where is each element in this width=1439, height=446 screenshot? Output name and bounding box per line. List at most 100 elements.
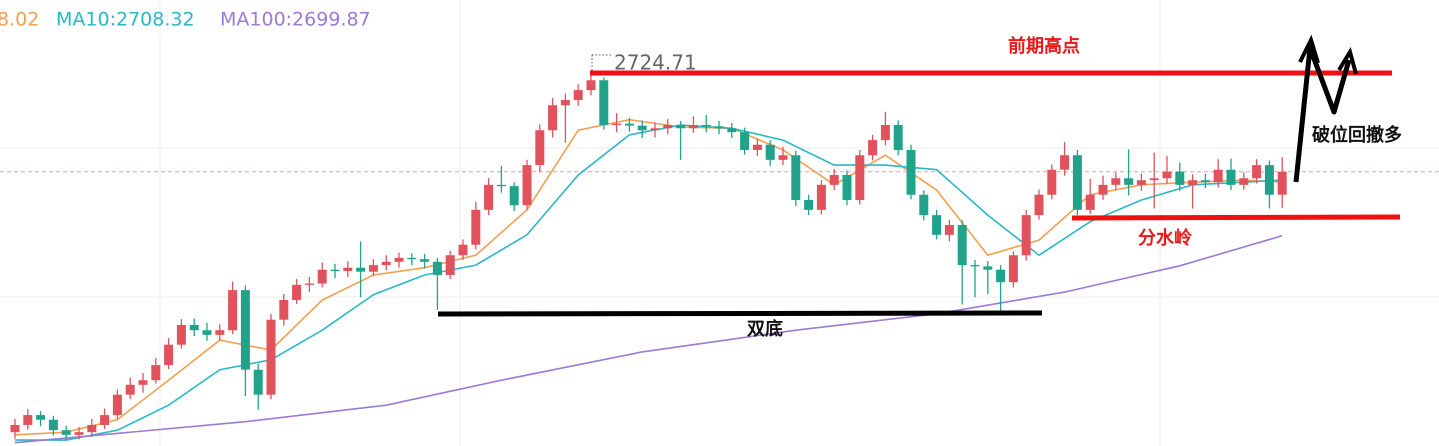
ma-line	[15, 124, 1283, 441]
annotation: 分水岭	[1138, 227, 1192, 249]
candle-body	[36, 415, 46, 420]
candle-body	[1213, 169, 1223, 183]
annotation: 破位回撤多	[1312, 124, 1402, 146]
candle-body	[100, 415, 110, 425]
candle-body	[1226, 169, 1236, 185]
legend-entry: MA100:2699.87	[220, 9, 371, 31]
candle-body	[996, 269, 1006, 283]
support-line	[1071, 214, 1401, 221]
arrow-head	[1337, 47, 1358, 75]
candle-body	[1047, 169, 1057, 195]
candle-body	[829, 174, 839, 185]
candle-body	[893, 124, 903, 150]
candle-body	[304, 283, 314, 285]
candle-body	[48, 419, 58, 431]
candle-body	[868, 140, 878, 156]
double-bottom-line	[437, 310, 1043, 317]
candle-body	[522, 165, 532, 206]
candle-body	[420, 259, 430, 262]
candle-body	[1200, 180, 1210, 183]
ma-line	[14, 234, 1283, 444]
candle-body	[535, 130, 545, 166]
candle-body	[10, 424, 20, 433]
ma-lines	[14, 118, 1283, 444]
candle-body	[292, 284, 302, 300]
candle-body	[484, 184, 494, 210]
arrow-head	[1298, 34, 1320, 64]
candle-body	[1175, 171, 1185, 185]
ma-line	[14, 118, 1283, 436]
candle-body	[240, 290, 250, 370]
candle-body	[919, 194, 929, 216]
candle-body	[650, 128, 660, 131]
candle-body	[266, 319, 276, 395]
candle-body	[279, 299, 289, 320]
candle-body	[112, 394, 122, 416]
candle-body	[164, 344, 174, 366]
candle-body	[1149, 178, 1159, 181]
candle-body	[957, 224, 967, 266]
candle-body	[1136, 180, 1146, 185]
candle-body	[688, 124, 698, 129]
candle-body	[381, 261, 391, 266]
candle-body	[1098, 184, 1108, 195]
candle-body	[176, 324, 186, 345]
candle-body	[791, 155, 801, 200]
candle-body	[1252, 165, 1262, 179]
legend-entry: 8.02	[0, 9, 39, 31]
candle-body	[496, 184, 506, 187]
candles	[10, 72, 1287, 441]
candle-body	[765, 144, 775, 160]
candle-body	[1034, 194, 1044, 216]
candle-body	[1188, 180, 1198, 185]
candle-body	[1021, 215, 1031, 256]
candle-body	[87, 424, 97, 433]
candle-body	[228, 290, 238, 331]
candle-body	[317, 269, 327, 284]
candle-body	[676, 124, 686, 129]
candle-body	[573, 90, 583, 100]
candle-body	[125, 384, 135, 395]
candle-body	[1162, 171, 1172, 179]
candle-body	[1277, 171, 1287, 195]
candle-body	[356, 267, 366, 272]
annotation: 双底	[747, 318, 783, 340]
candle-body	[330, 269, 340, 272]
candle-body	[970, 265, 980, 267]
candle-body	[253, 369, 263, 395]
legend: 8.02 MA10:2708.32 MA100:2699.87	[0, 9, 371, 31]
candle-body	[663, 124, 673, 129]
candle-body	[612, 123, 622, 125]
candle-body	[138, 380, 148, 385]
candle-body	[432, 261, 442, 275]
candle-body	[1072, 155, 1082, 210]
candle-body	[624, 123, 634, 126]
candle-body	[343, 267, 353, 272]
candle-body	[586, 80, 596, 91]
candle-body	[1085, 194, 1095, 210]
candle-body	[560, 99, 570, 106]
candle-body	[599, 80, 609, 125]
candle-body	[1124, 178, 1134, 185]
candle-body	[701, 124, 711, 127]
candle-body	[932, 215, 942, 235]
candle-body	[906, 149, 916, 195]
candle-body	[189, 324, 199, 331]
candle-body	[151, 365, 161, 381]
annotation: 前期高点	[1008, 35, 1080, 57]
candle-body	[804, 199, 814, 210]
candle-body	[944, 224, 954, 235]
candle-body	[509, 186, 519, 206]
candle-body	[983, 266, 993, 270]
candle-body	[752, 144, 762, 150]
candle-body	[1008, 255, 1018, 283]
candle-body	[714, 126, 724, 129]
candle-body	[61, 430, 71, 435]
candle-body	[778, 155, 788, 160]
candle-body	[637, 125, 647, 131]
candle-body	[368, 265, 378, 272]
candle-body	[458, 244, 468, 256]
candle-body	[394, 257, 404, 262]
